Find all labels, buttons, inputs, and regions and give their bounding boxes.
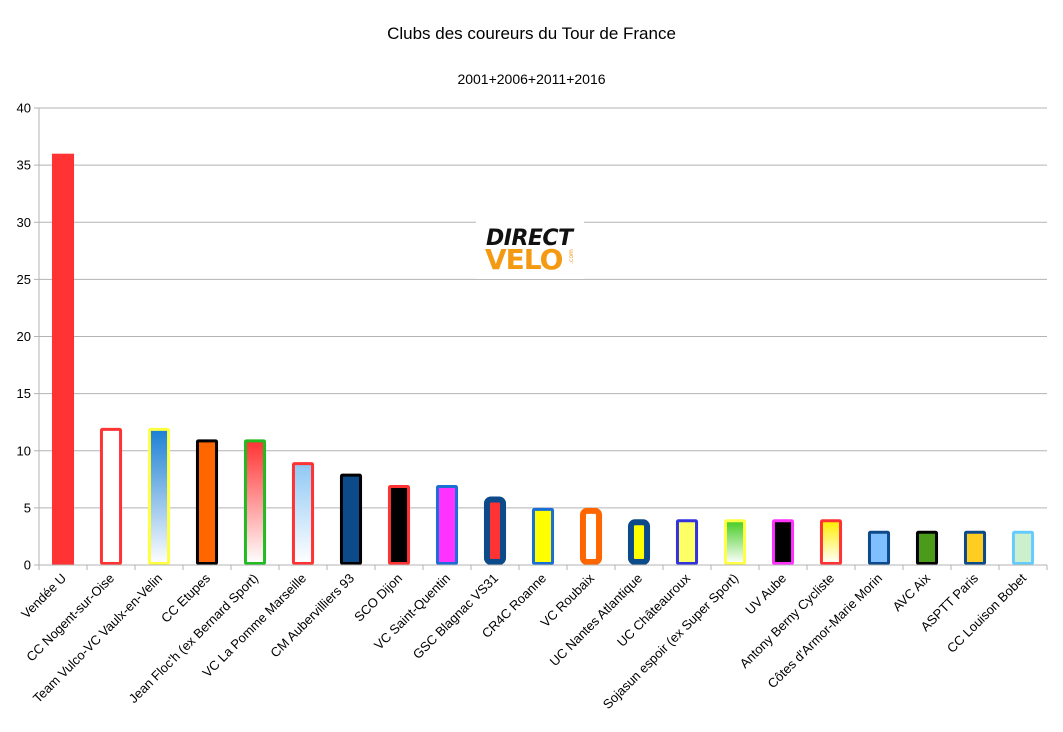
x-tick-label: AVC Aix — [889, 570, 933, 614]
bar — [387, 485, 411, 565]
bar — [915, 530, 939, 565]
x-tick-label: GSC Blagnac VS31 — [410, 571, 501, 662]
logo-text-velo: VELO — [485, 243, 563, 276]
x-tick-label: CC Nogent-sur-Oise — [23, 571, 117, 665]
logo-text-direct: DIRECT — [486, 226, 573, 251]
x-tick-label: Antony Berny Cycliste — [737, 571, 838, 672]
bar — [99, 427, 123, 565]
bar — [675, 519, 699, 565]
x-tick-label: Vendée U — [18, 571, 69, 622]
axes — [38, 108, 1048, 570]
bar — [819, 519, 843, 565]
directvelo-logo: DIRECT VELO .com — [476, 221, 584, 279]
y-tick-label: 10 — [17, 443, 31, 458]
bar — [147, 427, 171, 565]
bars — [51, 153, 1035, 566]
bar — [723, 519, 747, 565]
x-tick-label: UC Nantes Atlantique — [547, 571, 645, 669]
bar — [867, 530, 891, 565]
bar — [579, 507, 603, 565]
bar — [483, 496, 507, 566]
y-tick-label: 15 — [17, 386, 31, 401]
bar — [435, 485, 459, 565]
grid-lines — [34, 107, 1047, 566]
x-tick-label: UV Aube — [742, 571, 789, 618]
bar — [1011, 530, 1035, 565]
bar — [51, 153, 75, 565]
bar — [339, 473, 363, 566]
y-tick-label: 5 — [24, 500, 31, 515]
y-tick-label: 20 — [17, 329, 31, 344]
chart-title: Clubs des coureurs du Tour de France — [387, 24, 676, 43]
bar — [531, 507, 555, 565]
x-tick-label: CM Aubervilliers 93 — [267, 571, 357, 661]
bar — [243, 439, 267, 566]
y-axis-tick-labels: 0 5 10 15 20 25 30 35 40 — [17, 101, 31, 573]
bar — [627, 519, 651, 565]
y-tick-label: 40 — [17, 101, 31, 116]
bar — [771, 519, 795, 565]
y-tick-label: 0 — [24, 558, 31, 573]
logo-text-dotcom: .com — [567, 249, 575, 264]
bar — [291, 462, 315, 565]
y-tick-label: 35 — [17, 158, 31, 173]
chart-subtitle: 2001+2006+2011+2016 — [457, 71, 606, 87]
bar — [195, 439, 219, 566]
y-tick-label: 30 — [17, 215, 31, 230]
y-tick-label: 25 — [17, 272, 31, 287]
bar — [963, 530, 987, 565]
